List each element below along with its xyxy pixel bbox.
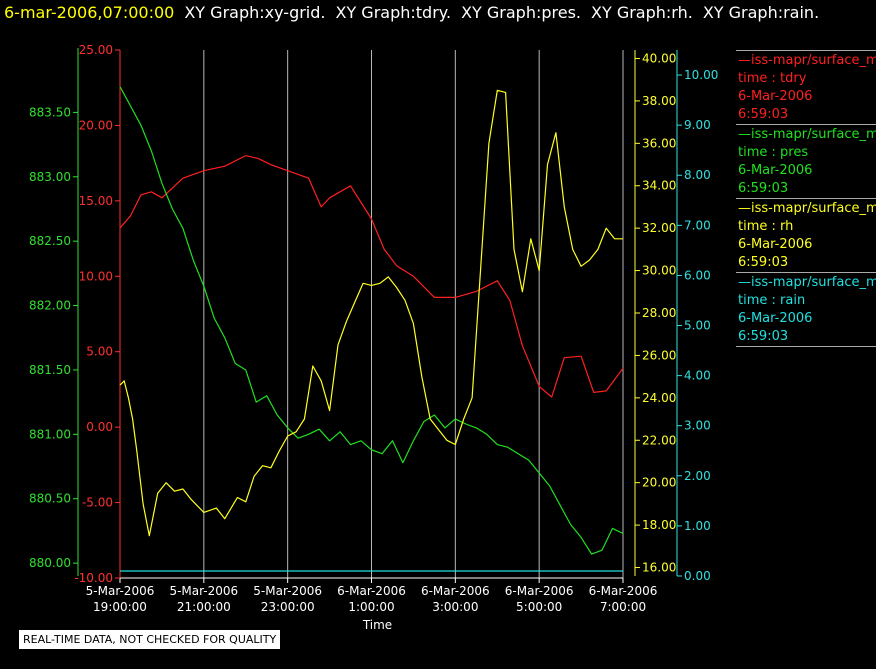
y-tick-label-rh: 20.00 (642, 476, 676, 490)
y-tick-label-rain: 9.00 (684, 118, 711, 132)
y-tick-label-pres: 880.50 (29, 492, 71, 506)
x-tick-label-date: 5-Mar-2006 (86, 584, 155, 598)
quality-notice: REAL-TIME DATA, NOT CHECKED FOR QUALITY (19, 630, 281, 649)
x-tick-label-date: 6-Mar-2006 (505, 584, 574, 598)
legend-date: 6-Mar-2006 (738, 89, 813, 104)
legend-source: —iss-mapr/surface_m (738, 127, 876, 142)
y-tick-label-pres: 881.50 (29, 363, 71, 377)
x-tick-label-time: 19:00:00 (93, 600, 147, 614)
legend-source: —iss-mapr/surface_m (738, 201, 876, 216)
y-tick-label-tdry: 0.00 (86, 420, 113, 434)
legend-time: 6:59:03 (738, 181, 789, 196)
y-tick-label-rh: 24.00 (642, 391, 676, 405)
y-tick-label-rh: 30.00 (642, 264, 676, 278)
y-tick-label-rain: 1.00 (684, 519, 711, 533)
y-tick-label-rh: 16.00 (642, 561, 676, 575)
y-tick-label-pres: 882.50 (29, 234, 71, 248)
legend-entry-rain[interactable]: —iss-mapr/surface_m time : rain 6-Mar-20… (736, 272, 876, 347)
legend-date: 6-Mar-2006 (738, 163, 813, 178)
y-tick-label-tdry: 20.00 (79, 118, 113, 132)
x-tick-label-date: 6-Mar-2006 (421, 584, 490, 598)
legend-source: —iss-mapr/surface_m (738, 53, 876, 68)
legend-entry-pres[interactable]: —iss-mapr/surface_m time : pres 6-Mar-20… (736, 124, 876, 198)
legend-entry-tdry[interactable]: —iss-mapr/surface_m time : tdry 6-Mar-20… (736, 50, 876, 124)
y-tick-label-rain: 4.00 (684, 369, 711, 383)
y-tick-label-rain: 6.00 (684, 268, 711, 282)
y-tick-label-rain: 2.00 (684, 469, 711, 483)
x-tick-label-time: 5:00:00 (516, 600, 562, 614)
x-tick-label-time: 1:00:00 (348, 600, 394, 614)
header-timestamp: 6-mar-2006,07:00:00 (4, 3, 175, 22)
x-tick-label-date: 5-Mar-2006 (253, 584, 322, 598)
y-tick-label-pres: 882.00 (29, 299, 71, 313)
y-tick-label-pres: 880.00 (29, 556, 71, 570)
x-tick-label-time: 23:00:00 (261, 600, 315, 614)
legend-time: 6:59:03 (738, 329, 789, 344)
x-tick-label-time: 7:00:00 (600, 600, 646, 614)
y-tick-label-pres: 883.50 (29, 105, 71, 119)
y-tick-label-rh: 34.00 (642, 179, 676, 193)
legend-variable: time : rain (738, 293, 806, 308)
y-tick-label-rain: 10.00 (684, 68, 718, 82)
y-tick-label-tdry: 25.00 (79, 43, 113, 57)
y-tick-label-tdry: 15.00 (79, 194, 113, 208)
legend-variable: time : tdry (738, 71, 807, 86)
x-tick-label-date: 6-Mar-2006 (589, 584, 658, 598)
series-line-rh (119, 89, 623, 537)
y-tick-label-rh: 18.00 (642, 518, 676, 532)
graph-header: 6-mar-2006,07:00:00 XY Graph:xy-grid. XY G… (0, 0, 876, 26)
y-tick-label-pres: 883.00 (29, 170, 71, 184)
legend-date: 6-Mar-2006 (738, 237, 813, 252)
y-tick-label-rh: 36.00 (642, 136, 676, 150)
y-tick-label-pres: 881.00 (29, 427, 71, 441)
legend-date: 6-Mar-2006 (738, 311, 813, 326)
y-tick-label-rh: 28.00 (642, 306, 676, 320)
y-tick-label-rain: 8.00 (684, 168, 711, 182)
graph-title-xy-grid[interactable]: XY Graph:xy-grid. (184, 3, 326, 22)
legend-time: 6:59:03 (738, 255, 789, 270)
y-tick-label-rain: 5.00 (684, 319, 711, 333)
series-line-pres (119, 86, 624, 555)
x-tick-label-date: 6-Mar-2006 (337, 584, 406, 598)
x-tick-label-time: 3:00:00 (432, 600, 478, 614)
y-tick-label-tdry: 10.00 (79, 269, 113, 283)
y-tick-label-rh: 32.00 (642, 221, 676, 235)
legend-variable: time : pres (738, 145, 809, 160)
y-tick-label-rh: 22.00 (642, 433, 676, 447)
legend-source: —iss-mapr/surface_m (738, 275, 876, 290)
y-tick-label-tdry: -5.00 (82, 496, 113, 510)
series-line-tdry (119, 155, 624, 398)
y-tick-label-rh: 38.00 (642, 94, 676, 108)
x-tick-label-time: 21:00:00 (177, 600, 231, 614)
graph-title-tdry[interactable]: XY Graph:tdry. (335, 3, 452, 22)
graph-title-pres[interactable]: XY Graph:pres. (461, 3, 581, 22)
y-tick-label-rh: 26.00 (642, 348, 676, 362)
y-tick-label-tdry: 5.00 (86, 345, 113, 359)
graph-title-rain[interactable]: XY Graph:rain. (702, 3, 820, 22)
y-tick-label-rain: 7.00 (684, 218, 711, 232)
legend-entry-rh[interactable]: —iss-mapr/surface_m time : rh 6-Mar-2006… (736, 198, 876, 272)
x-tick-label-date: 5-Mar-2006 (169, 584, 238, 598)
legend: —iss-mapr/surface_m time : tdry 6-Mar-20… (736, 50, 876, 347)
x-axis-label: Time (362, 618, 392, 632)
legend-variable: time : rh (738, 219, 794, 234)
y-tick-label-rain: 0.00 (684, 569, 711, 583)
y-tick-label-rh: 40.00 (642, 51, 676, 65)
y-tick-label-rain: 3.00 (684, 419, 711, 433)
y-tick-label-tdry: -10.00 (74, 571, 113, 585)
graph-title-rh[interactable]: XY Graph:rh. (591, 3, 693, 22)
legend-time: 6:59:03 (738, 107, 789, 122)
